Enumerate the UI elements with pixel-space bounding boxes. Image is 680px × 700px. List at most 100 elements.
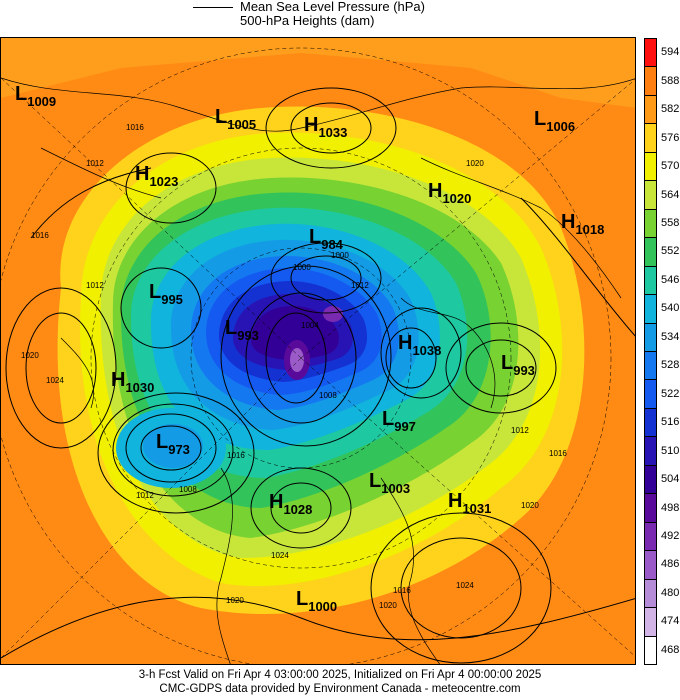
- colorbar-label: 504: [661, 473, 680, 486]
- coastlines: [1, 77, 635, 664]
- band-486: [290, 348, 304, 372]
- pressure-system-label: L1009: [15, 83, 56, 109]
- pressure-system-label: L993: [225, 317, 259, 343]
- data-credit-text: CMC-GDPS data provided by Environment Ca…: [159, 683, 521, 695]
- colorbar-swatch: [644, 322, 657, 352]
- pressure-system-label: H1030: [111, 369, 154, 395]
- colorbar-label: 540: [661, 302, 680, 315]
- forecast-validity-text: 3-h Fcst Valid on Fri Apr 4 03:00:00 202…: [138, 669, 542, 681]
- isobar-value-label: 1008: [179, 485, 197, 494]
- isobar-value-label: 1000: [331, 251, 349, 260]
- pressure-system-label: L984: [309, 226, 344, 252]
- band-582-north: [1, 38, 635, 108]
- band-504: [250, 306, 339, 361]
- colorbar-swatch: [644, 351, 657, 381]
- colorbar-swatch: [644, 123, 657, 153]
- pressure-system-label: L995: [149, 281, 183, 307]
- colorbar-label: 582: [661, 103, 680, 116]
- header: Mean Sea Level Pressure (hPa) 500-hPa He…: [0, 0, 680, 36]
- colorbar-swatch: [644, 521, 657, 552]
- pressure-system-label: H1033: [304, 114, 347, 140]
- isobar-value-label: 1020: [466, 159, 484, 168]
- pressure-system-label: H1038: [398, 332, 441, 358]
- colorbar-swatch: [644, 180, 657, 210]
- isobars: [1, 87, 635, 664]
- map-svg: 1016 1012 1016 1020 1024 1008 1012 1016 1020 1024…: [1, 38, 635, 664]
- pressure-system-label: H1018: [561, 211, 604, 237]
- isobar-value-label: 1016: [126, 123, 144, 132]
- colorbar-label: 528: [661, 359, 680, 372]
- pressure-system-label: H1031: [448, 490, 491, 516]
- isobar-value-label: 1012: [511, 426, 529, 435]
- colorbar-label: 480: [661, 586, 680, 599]
- isobar-value-label: 1024: [271, 551, 289, 560]
- isobar-value-label: 1012: [136, 491, 154, 500]
- isobar-value-label: 1012: [351, 281, 369, 290]
- colorbar-label: 468: [661, 643, 680, 656]
- pressure-system-label: L997: [382, 408, 416, 434]
- colorbar-label: 486: [661, 558, 680, 571]
- pressure-system-label: L1005: [215, 106, 256, 132]
- isobar-value-label: 1004: [301, 321, 319, 330]
- colorbar-label: 474: [661, 615, 680, 628]
- isobar-label-group: 1016 1012 1016 1020 1024 1008 1012 1016 1020 1024…: [21, 123, 567, 610]
- colorbar-label: 546: [661, 273, 680, 286]
- colorbar-label: 516: [661, 416, 680, 429]
- colorbar-swatch: [644, 208, 657, 239]
- colorbar-label: 492: [661, 529, 680, 542]
- pressure-system-label: L993: [501, 352, 535, 378]
- mslp-legend-line: [193, 7, 233, 8]
- footer: 3-h Fcst Valid on Fri Apr 4 03:00:00 202…: [0, 668, 680, 696]
- isobar-value-label: 1024: [456, 581, 474, 590]
- colorbar-swatch: [644, 94, 657, 125]
- height-colorbar: 594 588 582 576 570 564 558 552 546 540 534 528 522 5…: [644, 38, 680, 665]
- colorbar-swatch: [644, 493, 657, 523]
- colorbar-label: 558: [661, 216, 680, 229]
- mslp-legend-label: Mean Sea Level Pressure (hPa): [240, 0, 425, 14]
- colorbar-swatch: [644, 607, 657, 637]
- isobar-value-label: 1012: [86, 281, 104, 290]
- colorbar-swatch: [644, 38, 657, 68]
- weather-map: 1016 1012 1016 1020 1024 1008 1012 1016 1020 1024…: [0, 37, 636, 665]
- isobar-value-label: 1016: [393, 586, 411, 595]
- pressure-system-label: L1006: [534, 108, 575, 134]
- isobar-value-label: 1016: [31, 231, 49, 240]
- pressure-system-label: H1028: [269, 491, 312, 517]
- isobar-value-label: 1000: [293, 263, 311, 272]
- isobar-value-label: 1016: [227, 451, 245, 460]
- isobar-value-label: 1012: [86, 159, 104, 168]
- colorbar-label: 564: [661, 188, 680, 201]
- pressure-system-label: H1023: [135, 163, 178, 189]
- isobar-value-label: 1008: [319, 391, 337, 400]
- colorbar-swatch: [644, 294, 657, 324]
- colorbar-label: 594: [661, 46, 680, 59]
- pressure-systems: L1009 L1005 H1033 L1006 H1023 H1020 H1018 L984 L…: [15, 83, 604, 614]
- colorbar-label: 522: [661, 387, 680, 400]
- band-492: [323, 306, 343, 322]
- colorbar-swatch: [644, 635, 657, 665]
- heights-legend-label: 500-hPa Heights (dam): [240, 13, 375, 28]
- colorbar-label: 510: [661, 444, 680, 457]
- colorbar-swatch: [644, 436, 657, 466]
- pressure-system-label: L1000: [296, 588, 337, 614]
- isobar-value-label: 1020: [226, 596, 244, 605]
- colorbar-swatch: [644, 464, 657, 495]
- colorbar-label: 570: [661, 160, 680, 173]
- colorbar-label: 534: [661, 330, 680, 343]
- colorbar-label: 588: [661, 74, 680, 87]
- colorbar-swatch: [644, 578, 657, 609]
- isobar-value-label: 1020: [521, 501, 539, 510]
- isobar-value-label: 1016: [549, 449, 567, 458]
- pressure-system-label: L973: [156, 431, 190, 457]
- colorbar-label: 498: [661, 501, 680, 514]
- colorbar-swatch: [644, 237, 657, 267]
- colorbar-swatch: [644, 151, 657, 182]
- colorbar-swatch: [644, 265, 657, 296]
- latitude-circles: [1, 47, 635, 664]
- colorbar-swatch: [644, 407, 657, 438]
- isobar-value-label: 1024: [46, 376, 64, 385]
- isobar-value-label: 1020: [21, 351, 39, 360]
- colorbar-swatch: [644, 379, 657, 409]
- pressure-system-label: L1003: [369, 470, 410, 496]
- colorbar-swatch: [644, 66, 657, 96]
